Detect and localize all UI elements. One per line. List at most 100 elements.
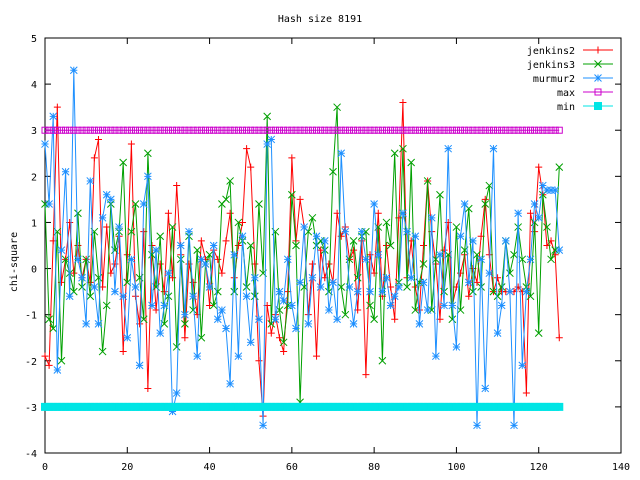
data-point-jenkins3 xyxy=(78,283,86,291)
data-point-jenkins3 xyxy=(234,218,243,227)
data-point-jenkins3 xyxy=(481,200,490,208)
series-max xyxy=(41,126,563,134)
data-point-murmur2 xyxy=(288,301,296,310)
data-point-jenkins2 xyxy=(164,209,172,217)
y-tick-label: -4 xyxy=(25,449,37,460)
data-point-max xyxy=(148,126,156,134)
data-point-murmur2 xyxy=(230,250,239,259)
data-point-jenkins3 xyxy=(353,273,362,282)
data-point-jenkins2 xyxy=(555,334,563,342)
data-point-max xyxy=(489,126,497,134)
data-point-murmur2 xyxy=(119,292,128,301)
data-point-murmur2 xyxy=(538,181,547,190)
data-point-max xyxy=(214,126,222,134)
data-point-jenkins2 xyxy=(296,195,304,203)
data-point-jenkins2 xyxy=(317,246,325,254)
data-point-max xyxy=(280,126,288,134)
data-point-max xyxy=(99,126,107,134)
data-point-max xyxy=(539,126,547,134)
axis-ticks: 0 20 40 60 80 100 120 140 -4 -3 -2 -1 0 1 2 3 4 5 xyxy=(25,34,630,473)
legend-marker-max xyxy=(594,88,602,96)
data-point-murmur2 xyxy=(448,301,457,310)
legend-label-murmur2: murmur2 xyxy=(533,74,575,85)
data-point-jenkins3 xyxy=(242,283,251,291)
data-point-max xyxy=(160,126,168,134)
x-tick-label: 100 xyxy=(447,462,465,473)
data-point-max xyxy=(70,126,78,134)
data-point-murmur2 xyxy=(111,287,119,296)
data-point-jenkins2 xyxy=(494,274,502,282)
data-point-murmur2 xyxy=(353,287,362,296)
data-point-max xyxy=(526,126,534,134)
data-point-murmur2 xyxy=(366,287,374,296)
legend-label-min: min xyxy=(557,102,575,113)
data-point-jenkins3 xyxy=(197,333,206,342)
data-point-max xyxy=(473,126,481,134)
data-point-murmur2 xyxy=(543,186,551,195)
data-point-jenkins3 xyxy=(205,250,214,259)
data-point-murmur2 xyxy=(497,301,506,310)
data-point-jenkins3 xyxy=(493,292,502,301)
data-point-max xyxy=(41,126,49,134)
data-point-max xyxy=(313,126,321,134)
data-point-murmur2 xyxy=(172,389,181,397)
data-point-max xyxy=(107,126,115,134)
data-point-max xyxy=(387,126,395,134)
data-point-jenkins2 xyxy=(267,329,275,337)
data-point-jenkins3 xyxy=(255,200,263,208)
data-point-max xyxy=(481,126,489,134)
data-point-murmur2 xyxy=(415,320,424,328)
data-point-max xyxy=(325,126,333,134)
data-point-jenkins3 xyxy=(423,177,432,185)
data-point-jenkins2 xyxy=(193,311,201,319)
data-point-max xyxy=(399,126,407,134)
data-point-max xyxy=(251,126,259,134)
data-point-murmur2 xyxy=(152,246,160,254)
data-point-jenkins2 xyxy=(90,154,98,162)
data-point-murmur2 xyxy=(234,352,243,361)
data-point-murmur2 xyxy=(349,320,358,328)
data-point-murmur2 xyxy=(135,361,144,370)
data-point-jenkins2 xyxy=(522,389,530,397)
data-point-murmur2 xyxy=(201,260,210,268)
data-point-murmur2 xyxy=(345,283,354,291)
data-point-max xyxy=(45,126,53,134)
data-point-murmur2 xyxy=(213,315,222,324)
data-point-jenkins2 xyxy=(391,315,399,323)
data-point-jenkins2 xyxy=(399,99,407,107)
data-point-jenkins3 xyxy=(292,241,300,250)
x-tick-label: 60 xyxy=(286,462,298,473)
data-point-murmur2 xyxy=(242,292,251,301)
data-point-jenkins3 xyxy=(45,315,53,324)
data-point-murmur2 xyxy=(238,232,247,241)
data-point-murmur2 xyxy=(522,287,531,296)
data-point-max xyxy=(350,126,358,134)
legend-marker-jenkins2 xyxy=(594,46,602,54)
data-point-murmur2 xyxy=(123,333,132,342)
data-point-max xyxy=(407,126,415,134)
data-point-murmur2 xyxy=(168,407,177,416)
data-point-max xyxy=(341,126,349,134)
data-point-jenkins3 xyxy=(119,158,128,167)
data-point-jenkins3 xyxy=(382,218,391,227)
data-point-max xyxy=(271,126,279,134)
data-point-murmur2 xyxy=(82,320,90,328)
data-point-max xyxy=(230,126,238,134)
data-point-jenkins3 xyxy=(308,213,317,222)
data-point-max xyxy=(210,126,218,134)
data-point-murmur2 xyxy=(337,149,346,158)
data-point-jenkins3 xyxy=(102,301,111,310)
data-point-max xyxy=(555,126,563,134)
data-point-max xyxy=(440,126,448,134)
data-point-max xyxy=(123,126,131,134)
data-point-max xyxy=(420,126,428,134)
data-point-jenkins3 xyxy=(86,292,95,301)
data-point-murmur2 xyxy=(357,227,366,236)
data-point-murmur2 xyxy=(98,213,107,222)
data-point-max xyxy=(292,126,300,134)
data-point-max xyxy=(543,126,551,134)
data-point-max xyxy=(164,126,172,134)
data-point-max xyxy=(144,126,152,134)
data-point-max xyxy=(103,126,111,134)
